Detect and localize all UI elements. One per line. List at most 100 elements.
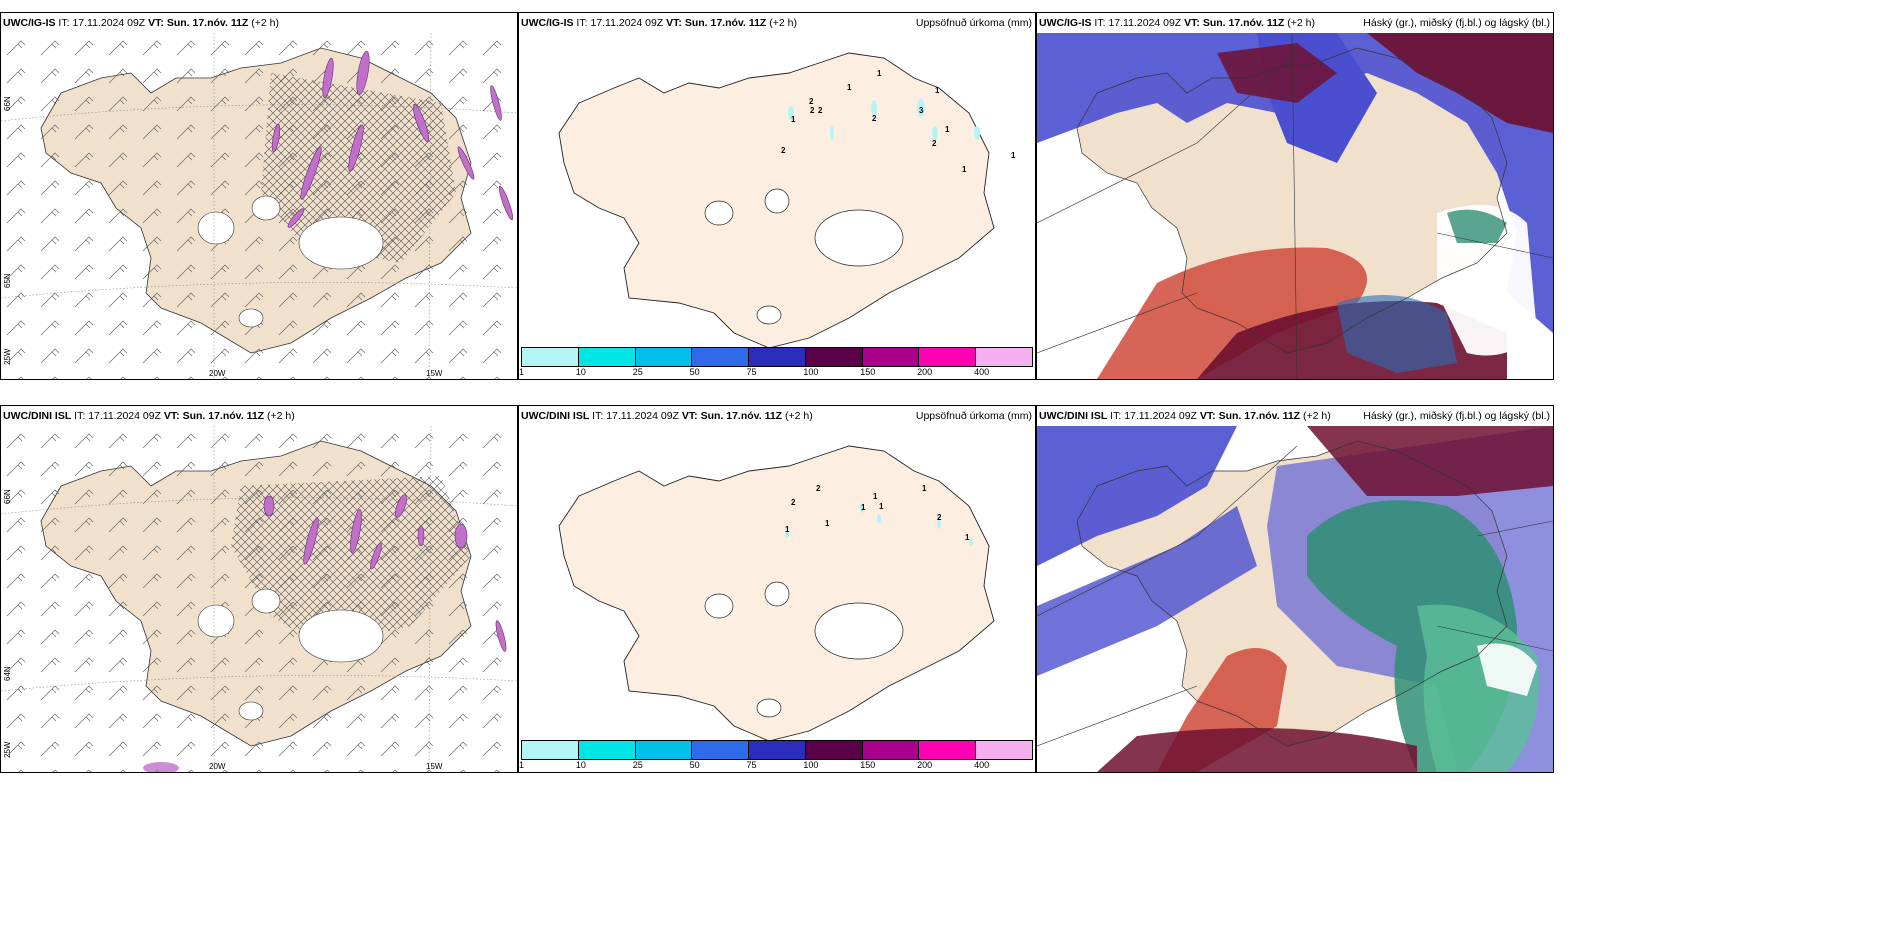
lon-label-20w: 20W xyxy=(209,369,226,378)
low-cloud xyxy=(1037,33,1553,333)
glacier xyxy=(298,216,384,270)
lon-label-15w: 15W xyxy=(426,369,443,378)
it-value: 17.11.2024 09Z xyxy=(72,17,146,29)
high-cloud-thin xyxy=(1097,247,1367,379)
lead-time: (+2 h) xyxy=(785,410,813,422)
precip-map xyxy=(519,33,1035,379)
it-label: IT: xyxy=(1110,410,1122,422)
vt-label: VT: xyxy=(163,410,180,422)
precip-amount: 2 xyxy=(816,484,821,493)
high-cloud xyxy=(1097,728,1417,772)
precip-patches xyxy=(785,503,973,546)
precip-patches xyxy=(788,99,980,140)
panel-header: UWC/IG-IS IT: 17.11.2024 09Z VT: Sun. 17… xyxy=(1037,13,1553,33)
boundary-lines xyxy=(1037,33,1553,379)
colorbar-tick: 10 xyxy=(575,367,586,377)
glacier xyxy=(814,209,904,267)
colorbar-swatch xyxy=(976,348,1033,366)
vt-label: VT: xyxy=(1199,410,1216,422)
lead-time: (+2 h) xyxy=(1303,410,1331,422)
precip-amount: 2 xyxy=(937,513,942,522)
colorbar-tick: 400 xyxy=(974,367,990,377)
colorbar-swatch xyxy=(578,348,636,366)
mid-cloud xyxy=(1447,209,1507,243)
precip-amount: 2 xyxy=(781,146,786,155)
panel-header: UWC/IG-IS IT: 17.11.2024 09Z VT: Sun. 17… xyxy=(519,13,1035,33)
precip-amount: 1 xyxy=(879,502,884,511)
panel-title: Háský (gr.), miðský (fj.bl.) og lágský (… xyxy=(1363,17,1550,29)
cloud-map xyxy=(1037,426,1553,772)
colorbar-swatch xyxy=(522,348,579,366)
colorbar-swatch xyxy=(635,348,693,366)
vt-value: Sun. 17.nóv. 11Z xyxy=(684,17,767,29)
wind-map xyxy=(1,33,517,379)
colorbar-tick: 75 xyxy=(746,367,757,377)
colorbar-swatch xyxy=(692,348,750,366)
colorbar-tick: 25 xyxy=(632,760,643,770)
high-cloud xyxy=(1367,33,1553,133)
glacier xyxy=(197,211,235,245)
it-label: IT: xyxy=(1094,17,1106,29)
corner-label-25w: 25W xyxy=(3,741,12,758)
precip-amount: 2 xyxy=(791,498,796,507)
precip-amount: 1 xyxy=(1011,151,1016,160)
glacier xyxy=(197,604,235,638)
lat-label-64n: 64N xyxy=(3,666,12,681)
lon-label-20w: 20W xyxy=(209,762,226,771)
glacier xyxy=(251,588,281,614)
it-value: 17.11.2024 09Z xyxy=(1108,17,1182,29)
cloud-panel-row1: UWC/IG-IS IT: 17.11.2024 09Z VT: Sun. 17… xyxy=(1036,12,1554,380)
lead-time: (+2 h) xyxy=(769,17,797,29)
vt-value: Sun. 17.nóv. 11Z xyxy=(182,410,265,422)
it-value: 17.11.2024 09Z xyxy=(606,410,679,422)
precip-amount: 1 xyxy=(962,165,967,174)
colorbar-swatch xyxy=(805,741,863,759)
colorbar-swatch xyxy=(522,741,579,759)
lead-time: (+2 h) xyxy=(267,410,295,422)
precip-amount: 2 xyxy=(809,97,814,106)
it-label: IT: xyxy=(58,17,70,29)
high-cloud xyxy=(1307,426,1553,496)
clear-area xyxy=(1477,643,1537,696)
colorbar-swatch xyxy=(749,348,806,366)
wind-map xyxy=(1,426,517,772)
lat-label-66n: 66N xyxy=(3,489,12,504)
panel-title: Háský (gr.), miðský (fj.bl.) og lágský (… xyxy=(1363,410,1550,422)
model-name: UWC/DINI ISL xyxy=(1039,410,1108,422)
colorbar-tick: 25 xyxy=(632,367,643,377)
colorbar xyxy=(521,347,1033,367)
glacier xyxy=(704,593,734,619)
colorbar-swatch xyxy=(692,741,750,759)
convective-streaks xyxy=(271,51,514,228)
colorbar-swatch xyxy=(919,741,977,759)
panel-title: Uppsöfnuð úrkoma (mm) xyxy=(915,410,1032,422)
precip-amount: 1 xyxy=(791,115,796,124)
low-cloud xyxy=(1337,295,1457,373)
precip-amount: 1 xyxy=(922,484,927,493)
precip-amount: 1 xyxy=(847,83,852,92)
colorbar-swatch xyxy=(635,741,693,759)
precip-amount: 2 xyxy=(932,139,937,148)
glacier xyxy=(704,200,734,226)
lat-label-65n: 65N xyxy=(3,273,12,288)
hatched-area xyxy=(231,476,471,646)
model-name: UWC/DINI ISL xyxy=(3,410,72,422)
colorbar-swatch xyxy=(862,741,920,759)
precip-amount: 2 xyxy=(818,106,823,115)
it-label: IT: xyxy=(592,410,604,422)
colorbar xyxy=(521,740,1033,760)
colorbar-swatch xyxy=(862,348,920,366)
panel-title: Uppsöfnuð úrkoma (mm) xyxy=(915,17,1032,29)
graticule xyxy=(1,426,517,772)
glacier xyxy=(764,188,790,214)
convective-streaks xyxy=(263,494,507,652)
precip-amount: 2 xyxy=(810,106,815,115)
precip-panel-row1: UWC/IG-IS IT: 17.11.2024 09Z VT: Sun. 17… xyxy=(518,12,1036,380)
precip-amount: 1 xyxy=(825,519,830,528)
precip-amount: 1 xyxy=(877,69,882,78)
glacier xyxy=(814,602,904,660)
precip-amount: 2 xyxy=(872,114,877,123)
colorbar-swatch xyxy=(976,741,1033,759)
precip-amount: 1 xyxy=(861,503,866,512)
it-value: 17.11.2024 09Z xyxy=(1124,410,1197,422)
